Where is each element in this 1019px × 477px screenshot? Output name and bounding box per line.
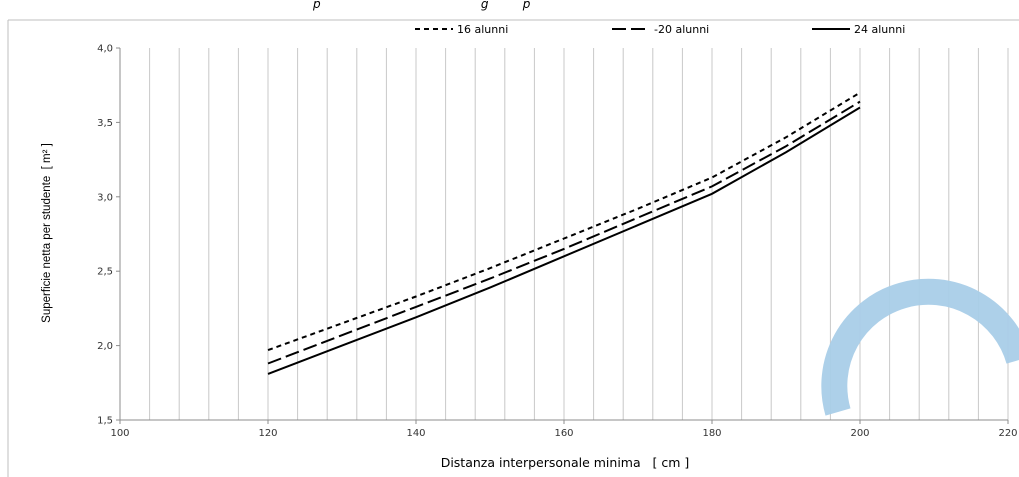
x-tick-label: 220 <box>998 428 1017 439</box>
x-tick-label: 200 <box>850 428 869 439</box>
legend: 16 alunni -20 alunni 24 alunni <box>415 23 905 36</box>
legend-label: 24 alunni <box>854 23 905 36</box>
arc-watermark-icon <box>821 278 1019 416</box>
axes: 1,5 2,0 2,5 3,0 3,5 4,0 100 120 140 160 180 200 220 <box>97 44 1017 440</box>
x-tick-label: 180 <box>702 428 721 439</box>
y-tick-label: 4,0 <box>97 44 113 55</box>
y-tick-label: 1,5 <box>97 416 113 427</box>
chart-top-text: p g p <box>312 0 531 11</box>
y-tick-label: 2,0 <box>97 341 113 352</box>
series-line-1 <box>267 91 861 352</box>
x-axis-label: Distanza interpersonale minima [ cm ] <box>441 455 690 470</box>
x-tick-label: 160 <box>554 428 573 439</box>
y-axis-label: Superficie netta per studente [ m² ] <box>41 143 53 323</box>
legend-label: 16 alunni <box>457 23 508 36</box>
y-tick-label: 2,5 <box>97 267 113 278</box>
legend-label: -20 alunni <box>654 23 709 36</box>
y-tick-label: 3,5 <box>97 118 113 129</box>
grid-lines <box>149 48 1009 420</box>
x-tick-label: 140 <box>406 428 425 439</box>
series-line-2 <box>267 100 861 365</box>
series-line-3 <box>267 106 861 375</box>
series-lines <box>267 91 861 375</box>
y-tick-label: 3,0 <box>97 192 113 203</box>
x-tick-label: 100 <box>110 428 129 439</box>
x-tick-label: 120 <box>258 428 277 439</box>
